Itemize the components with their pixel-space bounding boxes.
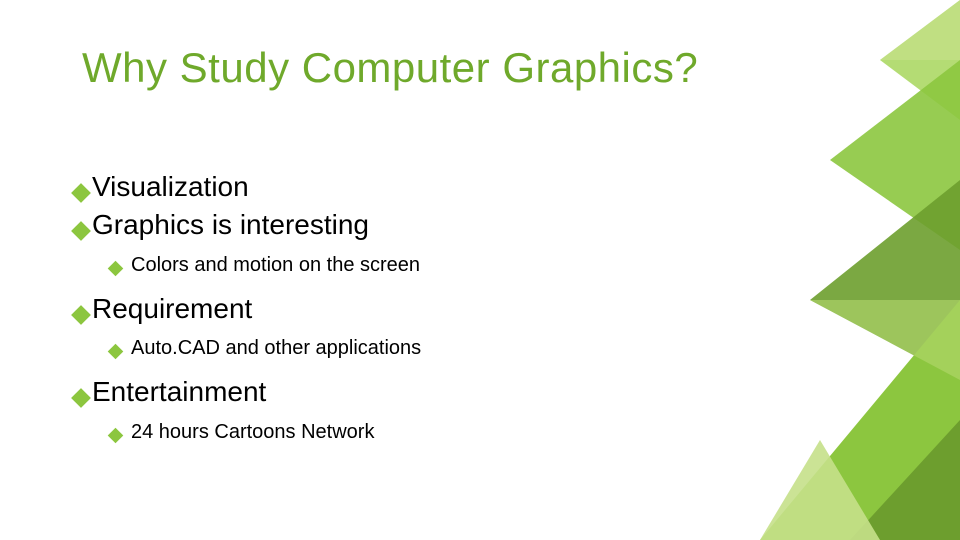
bullet-text: Visualization <box>92 168 249 206</box>
bullet-text: Auto.CAD and other applications <box>131 333 421 363</box>
bullet-l1: Entertainment <box>74 373 421 411</box>
corner-decor <box>700 0 960 540</box>
diamond-bullet-icon <box>71 221 91 241</box>
slide-content: Visualization Graphics is interesting Co… <box>74 168 421 457</box>
bullet-text: Requirement <box>92 290 252 328</box>
bullet-text: 24 hours Cartoons Network <box>131 417 374 447</box>
bullet-l2: Colors and motion on the screen <box>110 250 421 280</box>
bullet-l1: Graphics is interesting <box>74 206 421 244</box>
slide-title: Why Study Computer Graphics? <box>82 44 698 92</box>
bullet-l2: Auto.CAD and other applications <box>110 333 421 363</box>
diamond-bullet-icon <box>71 305 91 325</box>
bullet-text: Colors and motion on the screen <box>131 250 420 280</box>
bullet-l1: Visualization <box>74 168 421 206</box>
bullet-l1: Requirement <box>74 290 421 328</box>
bullet-l2: 24 hours Cartoons Network <box>110 417 421 447</box>
diamond-bullet-icon <box>108 428 124 444</box>
diamond-bullet-icon <box>71 183 91 203</box>
bullet-text: Entertainment <box>92 373 266 411</box>
diamond-bullet-icon <box>108 344 124 360</box>
slide: Why Study Computer Graphics? Visualizati… <box>0 0 960 540</box>
diamond-bullet-icon <box>108 260 124 276</box>
diamond-bullet-icon <box>71 388 91 408</box>
bullet-text: Graphics is interesting <box>92 206 369 244</box>
